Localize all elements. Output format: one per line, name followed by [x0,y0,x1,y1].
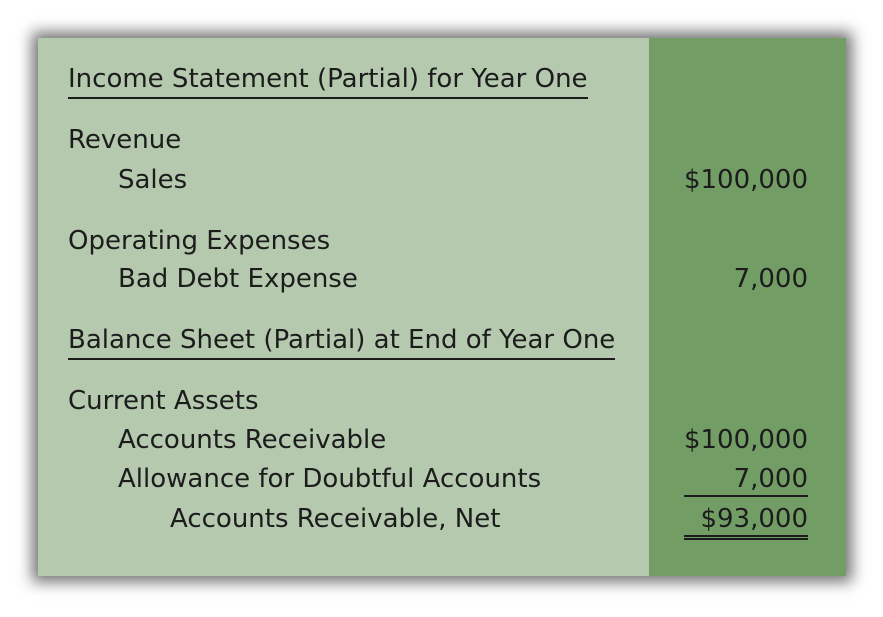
accounts-receivable-net-amount: $93,000 [684,503,808,540]
sales-label: Sales [118,165,188,195]
sales-amount: $100,000 [683,165,808,195]
revenue-label: Revenue [68,125,182,155]
operating-expenses-label: Operating Expenses [68,226,331,256]
accounts-receivable-net-label: Accounts Receivable, Net [170,504,501,534]
financial-statement-card: Income Statement (Partial) for Year One … [38,38,846,576]
accounts-receivable-amount: $100,000 [683,425,808,455]
allowance-label: Allowance for Doubtful Accounts [118,464,542,494]
balance-sheet-heading: Balance Sheet (Partial) at End of Year O… [68,324,616,360]
bad-debt-expense-label: Bad Debt Expense [118,264,358,294]
allowance-amount: 7,000 [684,463,808,497]
bad-debt-expense-amount: 7,000 [733,264,808,294]
amount-column [649,38,846,576]
current-assets-label: Current Assets [68,386,259,416]
income-statement-heading: Income Statement (Partial) for Year One [68,63,588,99]
accounts-receivable-label: Accounts Receivable [118,425,387,455]
